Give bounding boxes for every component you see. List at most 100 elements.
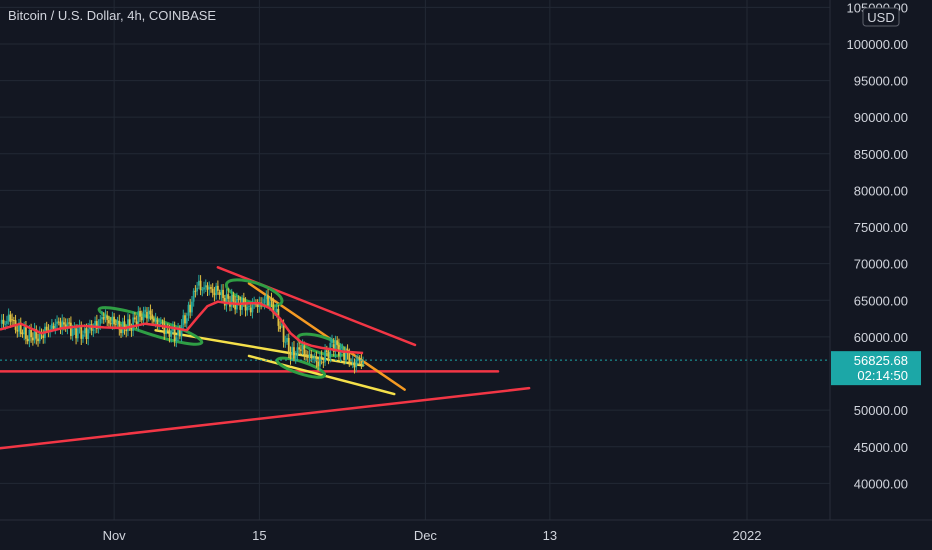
candle-body xyxy=(156,320,159,325)
candle-body xyxy=(95,321,98,330)
candle-body xyxy=(59,322,62,329)
candle-body xyxy=(287,337,290,353)
candle-body xyxy=(113,316,116,325)
price-tick-label: 75000.00 xyxy=(854,220,908,235)
candle-body xyxy=(291,347,294,356)
candle-body xyxy=(56,321,58,324)
candle-body xyxy=(213,292,216,296)
candle-body xyxy=(52,325,55,329)
candle-body xyxy=(111,316,114,324)
candle-body xyxy=(35,328,38,339)
candle-body xyxy=(12,319,15,321)
candle-body xyxy=(244,303,247,311)
chart-title: Bitcoin / U.S. Dollar, 4h, COINBASE xyxy=(8,8,217,23)
candle-body xyxy=(355,360,358,368)
candle-body xyxy=(201,289,204,291)
candle-body xyxy=(310,354,313,359)
candle-body xyxy=(37,338,39,342)
candle-body xyxy=(75,328,77,339)
candle-body xyxy=(94,321,97,328)
candle-body xyxy=(9,314,12,322)
candle-body xyxy=(184,315,186,324)
currency-badge[interactable]: USD xyxy=(862,7,900,27)
candle-body xyxy=(69,322,72,336)
candle-body xyxy=(114,323,117,325)
candle-body xyxy=(82,334,84,339)
candle-body xyxy=(299,349,302,351)
candle-body xyxy=(16,329,19,332)
time-tick-label: 2022 xyxy=(733,528,762,543)
candle-body xyxy=(123,321,126,329)
candle-body xyxy=(54,323,57,329)
candle-body xyxy=(325,350,328,352)
candle-body xyxy=(170,330,173,337)
candle-body xyxy=(329,343,332,358)
candle-body xyxy=(348,353,351,363)
trendline-orange xyxy=(247,282,406,391)
candle-body xyxy=(303,345,306,355)
candle-body xyxy=(191,301,193,313)
candle-body xyxy=(336,340,339,345)
current-price-countdown: 02:14:50 xyxy=(857,368,908,383)
candle-body xyxy=(127,319,129,332)
candle-body xyxy=(7,314,10,322)
candle-body xyxy=(147,310,150,319)
candle-body xyxy=(280,324,283,326)
price-tick-label: 100000.00 xyxy=(847,37,908,52)
candle-body xyxy=(154,318,157,322)
candle-body xyxy=(19,322,22,334)
grid-lines xyxy=(0,0,830,520)
candle-body xyxy=(246,306,249,311)
candle-body xyxy=(33,328,36,341)
candle-body xyxy=(166,329,169,331)
price-tick-label: 70000.00 xyxy=(854,257,908,272)
candle-body xyxy=(180,324,183,337)
candle-body xyxy=(102,317,105,320)
candle-body xyxy=(80,325,83,339)
candle-body xyxy=(144,309,147,313)
candle-body xyxy=(152,318,155,322)
candle-body xyxy=(312,358,314,360)
candle-body xyxy=(85,328,88,339)
candle-body xyxy=(61,320,64,329)
trendline-yellow xyxy=(247,354,396,396)
candle-body xyxy=(204,285,207,288)
candle-body xyxy=(99,319,102,324)
candle-body xyxy=(216,285,219,291)
price-tick-label: 65000.00 xyxy=(854,293,908,308)
candle-body xyxy=(305,354,307,357)
candle-body xyxy=(289,352,292,359)
current-price-value: 56825.68 xyxy=(854,353,908,368)
moving-average xyxy=(0,300,364,355)
candle-body xyxy=(18,322,20,332)
time-axis[interactable]: Nov 15 Dec 13 2022 xyxy=(103,528,762,543)
candle-body xyxy=(192,290,195,302)
candle-body xyxy=(182,315,185,325)
candle-body xyxy=(6,321,8,324)
currency-label: USD xyxy=(867,10,894,25)
candle-body xyxy=(211,288,214,293)
candle-body xyxy=(66,322,69,329)
trendline-red xyxy=(0,386,531,450)
candle-body xyxy=(324,350,326,362)
price-tick-label: 95000.00 xyxy=(854,74,908,89)
candle-body xyxy=(270,298,273,302)
candle-body xyxy=(282,324,285,342)
candle-body xyxy=(0,319,3,324)
candle-body xyxy=(101,317,103,320)
candle-body xyxy=(177,328,180,336)
touch-marker xyxy=(275,356,327,379)
candle-body xyxy=(63,322,65,325)
candle-body xyxy=(168,330,171,337)
candle-body xyxy=(161,322,164,324)
candle-body xyxy=(151,314,154,319)
candle-body xyxy=(232,294,235,302)
price-tick-label: 40000.00 xyxy=(854,476,908,491)
candle-body xyxy=(25,327,27,339)
candle-body xyxy=(350,362,352,364)
candle-body xyxy=(165,329,167,335)
candle-body xyxy=(76,328,79,339)
candle-body xyxy=(203,287,205,290)
